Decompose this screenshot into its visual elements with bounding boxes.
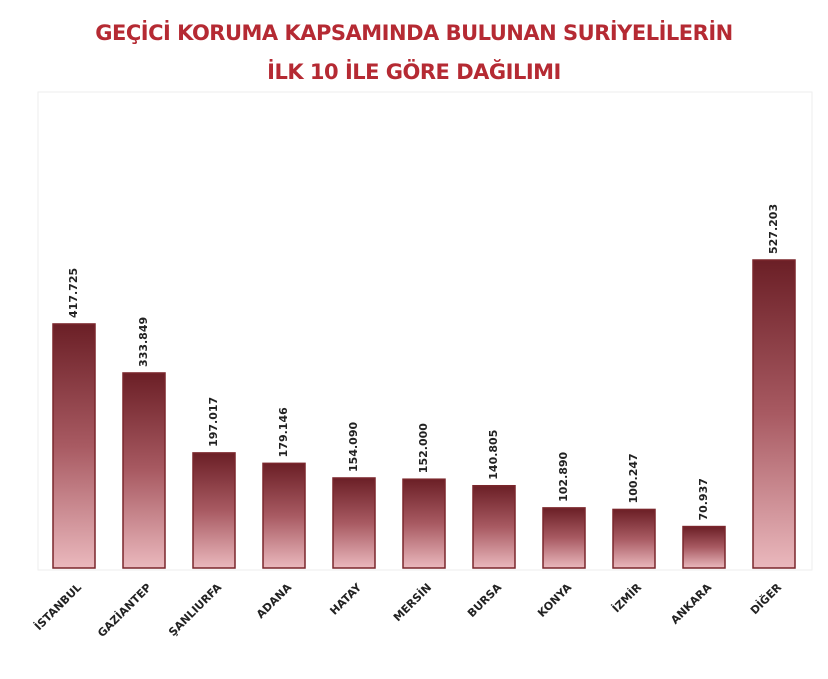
bar	[402, 478, 446, 569]
value-label: 154.090	[347, 422, 360, 472]
chart-title: GEÇİCİ KORUMA KAPSAMINDA BULUNAN SURİYEL…	[95, 20, 732, 45]
bar	[262, 462, 306, 569]
x-tick-label: İSTANBUL	[31, 580, 84, 633]
x-tick-label: İZMİR	[609, 580, 644, 615]
x-tick-label: HATAY	[327, 580, 364, 617]
plot-frame	[37, 91, 813, 571]
x-tick-label: MERSİN	[390, 580, 434, 624]
value-label: 417.725	[67, 268, 80, 318]
bar	[542, 507, 586, 569]
x-tick-label: ADANA	[254, 581, 295, 622]
value-label: 102.890	[557, 451, 570, 501]
value-label: 197.017	[207, 397, 220, 447]
chart-title: İLK 10 İLE GÖRE DAĞILIMI	[267, 59, 561, 84]
x-tick-label: KONYA	[535, 581, 574, 620]
x-tick-label: ANKARA	[668, 581, 714, 627]
value-label: 100.247	[627, 453, 640, 503]
value-label: 70.937	[697, 478, 710, 520]
value-label: 140.805	[487, 430, 500, 480]
x-tick-label: DİĞER	[747, 580, 784, 617]
value-label: 152.000	[417, 423, 430, 473]
bar	[52, 323, 96, 569]
value-label: 179.146	[277, 407, 290, 457]
value-label: 333.849	[137, 317, 150, 367]
x-tick-label: BURSA	[465, 581, 504, 620]
x-tick-label: ŞANLIURFA	[166, 581, 224, 639]
value-label: 527.203	[767, 204, 780, 254]
bar	[122, 372, 166, 569]
bar	[472, 484, 516, 569]
bar	[612, 508, 656, 569]
bar	[332, 477, 376, 569]
bar	[752, 259, 796, 569]
bar	[682, 525, 726, 569]
x-tick-label: GAZİANTEP	[94, 580, 154, 640]
bar	[192, 452, 236, 569]
